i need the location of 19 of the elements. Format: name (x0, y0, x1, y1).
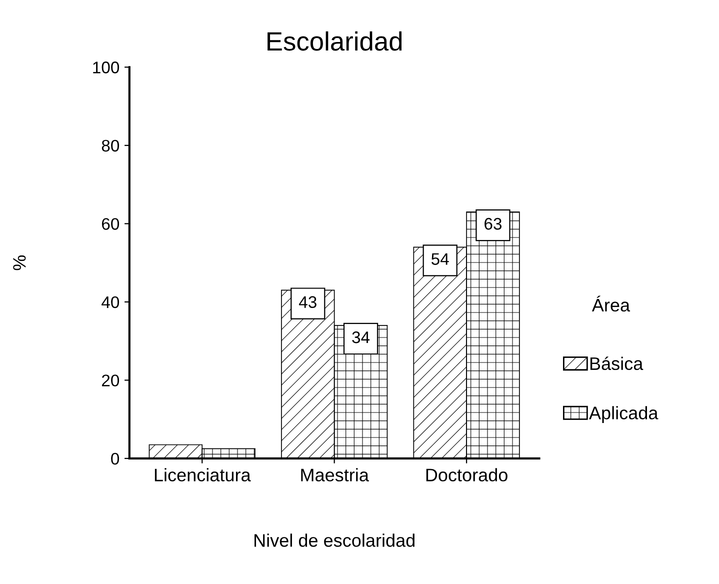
data-label: 63 (484, 218, 502, 230)
y-tick-label: 100 (93, 62, 120, 74)
data-label: 34 (352, 331, 370, 344)
y-tick-label: 0 (111, 452, 120, 465)
data-label: 43 (299, 296, 316, 308)
legend-title: Área (592, 296, 630, 312)
y-tick-label: 40 (102, 296, 120, 308)
x-tick-label: Doctorado (426, 468, 508, 482)
x-tick-label: Maestria (301, 468, 369, 482)
x-tick-label: Licenciatura (154, 468, 251, 482)
x-axis-title: Nivel de escolaridad (254, 534, 414, 547)
legend-label: Aplicada (589, 406, 658, 423)
y-tick-label: 80 (102, 140, 120, 152)
data-label: 54 (431, 253, 449, 265)
y-tick-label: 60 (102, 218, 120, 230)
y-axis-title: % (13, 255, 26, 270)
chart-title: Escolaridad (268, 31, 402, 51)
legend-label: Básica (590, 356, 644, 370)
y-tick-label: 20 (102, 374, 120, 386)
